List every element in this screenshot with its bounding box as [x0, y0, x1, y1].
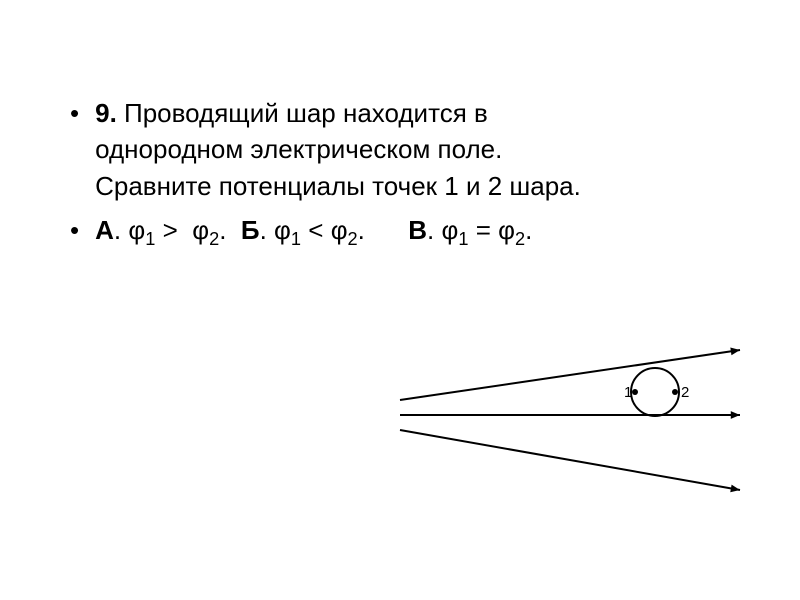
- question-text-1: Проводящий шар находится в: [124, 98, 488, 128]
- question-text-2: однородном электрическом поле.: [95, 134, 502, 164]
- rel-v: =: [476, 215, 491, 245]
- sub2: 2: [209, 229, 219, 249]
- question-block: • 9. Проводящий шар находится в однородн…: [0, 0, 800, 253]
- dot: .: [358, 215, 365, 245]
- svg-text:1: 1: [624, 384, 632, 401]
- option-v-letter: В: [408, 215, 427, 245]
- bullet-dot: •: [70, 95, 79, 131]
- rel-b: <: [308, 215, 323, 245]
- question-line: • 9. Проводящий шар находится в однородн…: [70, 95, 750, 204]
- rel-a: >: [163, 215, 178, 245]
- diagram-svg: 12: [390, 340, 760, 500]
- option-b-letter: Б: [241, 215, 260, 245]
- dot: .: [427, 215, 434, 245]
- dot: .: [260, 215, 267, 245]
- bullet-dot: •: [70, 212, 79, 248]
- phi: φ: [274, 215, 291, 245]
- option-a-letter: А: [95, 215, 114, 245]
- phi: φ: [442, 215, 459, 245]
- phi: φ: [498, 215, 515, 245]
- question-text-3: Сравните потенциалы точек 1 и 2 шара.: [95, 171, 581, 201]
- sub2: 2: [515, 229, 525, 249]
- field-diagram: 12: [390, 340, 760, 505]
- svg-text:2: 2: [681, 384, 689, 401]
- sub1: 1: [458, 229, 468, 249]
- question-text: 9. Проводящий шар находится в однородном…: [95, 95, 581, 204]
- options-line: • А. φ1 > φ2. Б. φ1 < φ2. В. φ1 = φ2.: [70, 212, 750, 253]
- dot: .: [525, 215, 532, 245]
- question-number: 9.: [95, 98, 117, 128]
- phi: φ: [192, 215, 209, 245]
- phi: φ: [331, 215, 348, 245]
- options-row: А. φ1 > φ2. Б. φ1 < φ2. В. φ1 = φ2.: [95, 212, 532, 253]
- phi: φ: [128, 215, 145, 245]
- sub1: 1: [145, 229, 155, 249]
- sub1: 1: [291, 229, 301, 249]
- dot: .: [219, 215, 226, 245]
- sub2: 2: [348, 229, 358, 249]
- dot: .: [114, 215, 121, 245]
